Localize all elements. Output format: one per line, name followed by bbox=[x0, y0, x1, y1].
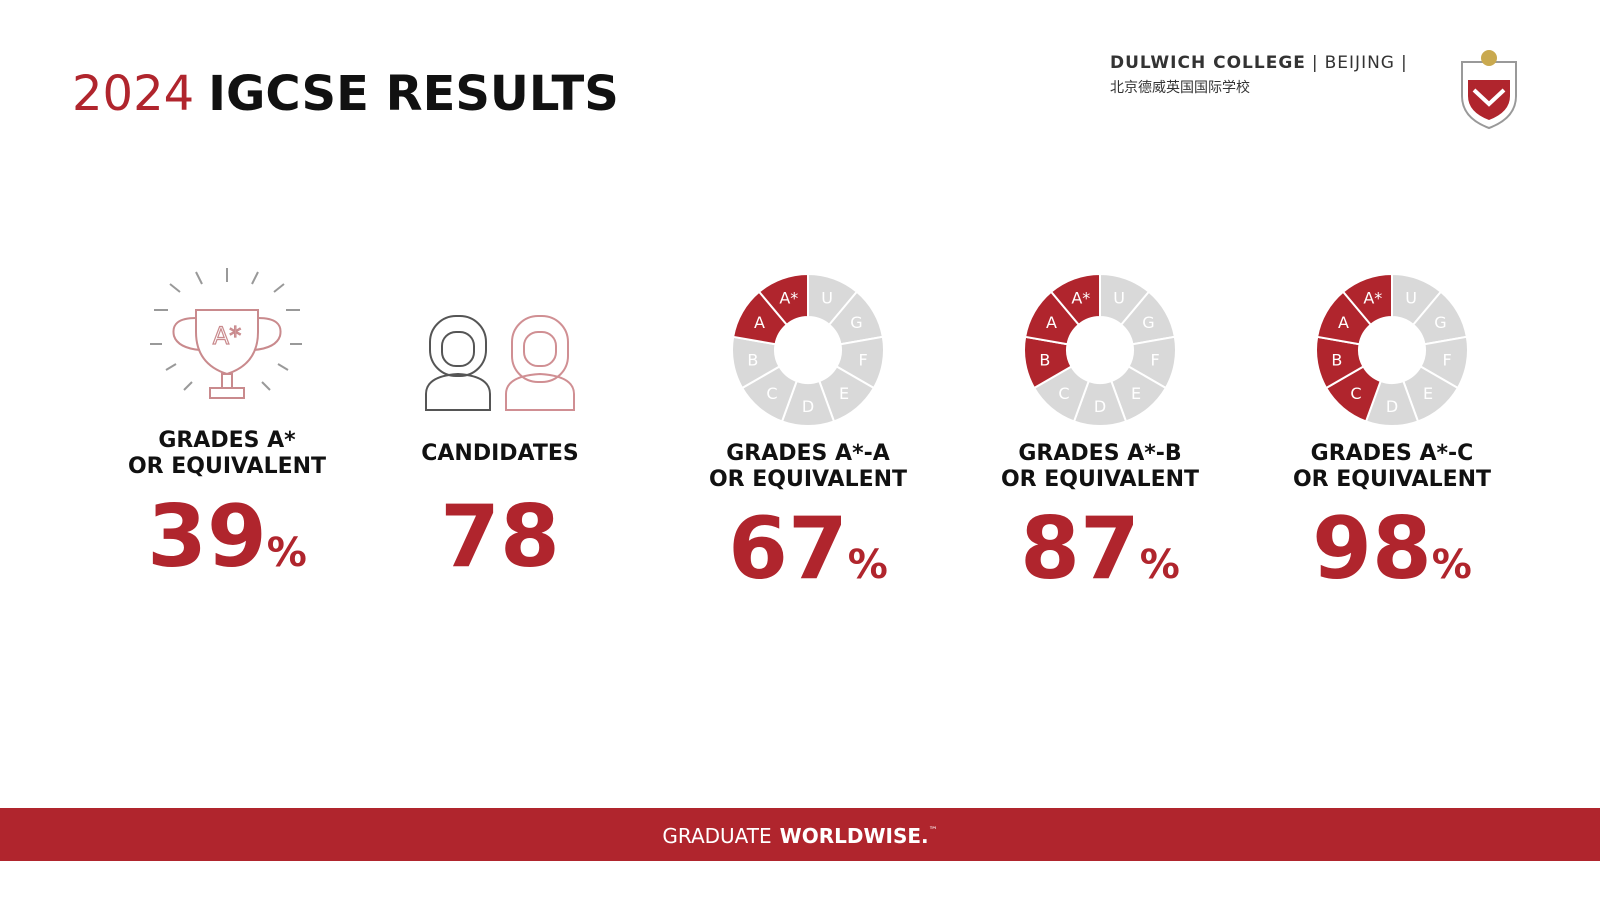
footer-text: GRADUATE bbox=[662, 824, 771, 848]
segment-label: E bbox=[839, 384, 849, 403]
brand-name: DULWICH COLLEGE bbox=[1110, 53, 1306, 73]
segment-label: B bbox=[1039, 351, 1050, 370]
brand-cn: 北京德威英国国际学校 bbox=[1110, 79, 1250, 96]
stat-label: CANDIDATES bbox=[421, 441, 579, 466]
stat-number: 98 bbox=[1312, 499, 1432, 599]
stat-label: GRADES A*-A bbox=[726, 441, 890, 466]
stat-label: OR EQUIVALENT bbox=[1001, 467, 1199, 492]
segment-label: D bbox=[1094, 397, 1106, 416]
segment-label: F bbox=[859, 351, 868, 370]
stat-value: 67% bbox=[728, 499, 888, 599]
stat-value: 87% bbox=[1020, 499, 1180, 599]
footer: GRADUATE WORLDWISE.™ bbox=[662, 824, 937, 848]
segment-label: G bbox=[1142, 313, 1154, 332]
segment-label: B bbox=[1331, 351, 1342, 370]
stat-number: 87 bbox=[1020, 499, 1140, 599]
crest bbox=[1461, 50, 1517, 130]
segment-label: E bbox=[1423, 384, 1433, 403]
donut-segment bbox=[1049, 272, 1101, 327]
title: 2024 IGCSE RESULTS bbox=[72, 66, 619, 122]
stat-unit: % bbox=[1140, 542, 1180, 588]
brand: DULWICH COLLEGE | BEIJING | bbox=[1110, 53, 1408, 73]
trophy-text: A* bbox=[213, 322, 241, 350]
stat-label: OR EQUIVALENT bbox=[128, 454, 326, 479]
segment-label: U bbox=[1405, 288, 1417, 307]
footer-band bbox=[0, 808, 1600, 861]
segment-label: A* bbox=[1071, 288, 1090, 307]
segment-label: E bbox=[1131, 384, 1141, 403]
brand-campus: BEIJING bbox=[1325, 53, 1395, 73]
segment-label: F bbox=[1443, 351, 1452, 370]
footer-mark: ™ bbox=[929, 826, 938, 836]
trophy-icon bbox=[150, 268, 302, 399]
stat-label: GRADES A*-B bbox=[1018, 441, 1181, 466]
stat-value: 39% bbox=[147, 487, 307, 587]
stat-label: GRADES A* bbox=[158, 428, 296, 453]
segment-label: A bbox=[1338, 313, 1349, 332]
stat-number: 39 bbox=[147, 487, 267, 587]
brand-sep: | bbox=[1401, 53, 1408, 73]
segment-label: U bbox=[821, 288, 833, 307]
segment-label: C bbox=[1350, 384, 1361, 403]
stat-unit: % bbox=[267, 530, 307, 576]
segment-label: U bbox=[1113, 288, 1125, 307]
donut-segment bbox=[757, 272, 809, 327]
title-text: IGCSE RESULTS bbox=[208, 66, 619, 122]
segment-label: D bbox=[1386, 397, 1398, 416]
segment-label: G bbox=[850, 313, 862, 332]
segment-label: A bbox=[1046, 313, 1057, 332]
segment-label: B bbox=[747, 351, 758, 370]
segment-label: A* bbox=[1363, 288, 1382, 307]
stat-number: 67 bbox=[728, 499, 848, 599]
segment-label: C bbox=[766, 384, 777, 403]
stat-unit: % bbox=[848, 542, 888, 588]
segment-label: A* bbox=[779, 288, 798, 307]
stat-label: GRADES A*-C bbox=[1311, 441, 1474, 466]
stat-label: OR EQUIVALENT bbox=[709, 467, 907, 492]
title-year: 2024 bbox=[72, 66, 194, 122]
segment-label: D bbox=[802, 397, 814, 416]
segment-label: F bbox=[1151, 351, 1160, 370]
brand-sep: | bbox=[1312, 53, 1319, 73]
people-icon bbox=[425, 315, 575, 411]
segment-label: G bbox=[1434, 313, 1446, 332]
stat-unit: % bbox=[1432, 542, 1472, 588]
segment-label: C bbox=[1058, 384, 1069, 403]
segment-label: A bbox=[754, 313, 765, 332]
stat-value: 98% bbox=[1312, 499, 1472, 599]
donut-segment bbox=[1341, 272, 1393, 327]
stat-value: 78 bbox=[440, 487, 560, 587]
footer-brand: WORLDWISE. bbox=[780, 824, 929, 848]
stat-label: OR EQUIVALENT bbox=[1293, 467, 1491, 492]
stat-number: 78 bbox=[440, 487, 560, 587]
